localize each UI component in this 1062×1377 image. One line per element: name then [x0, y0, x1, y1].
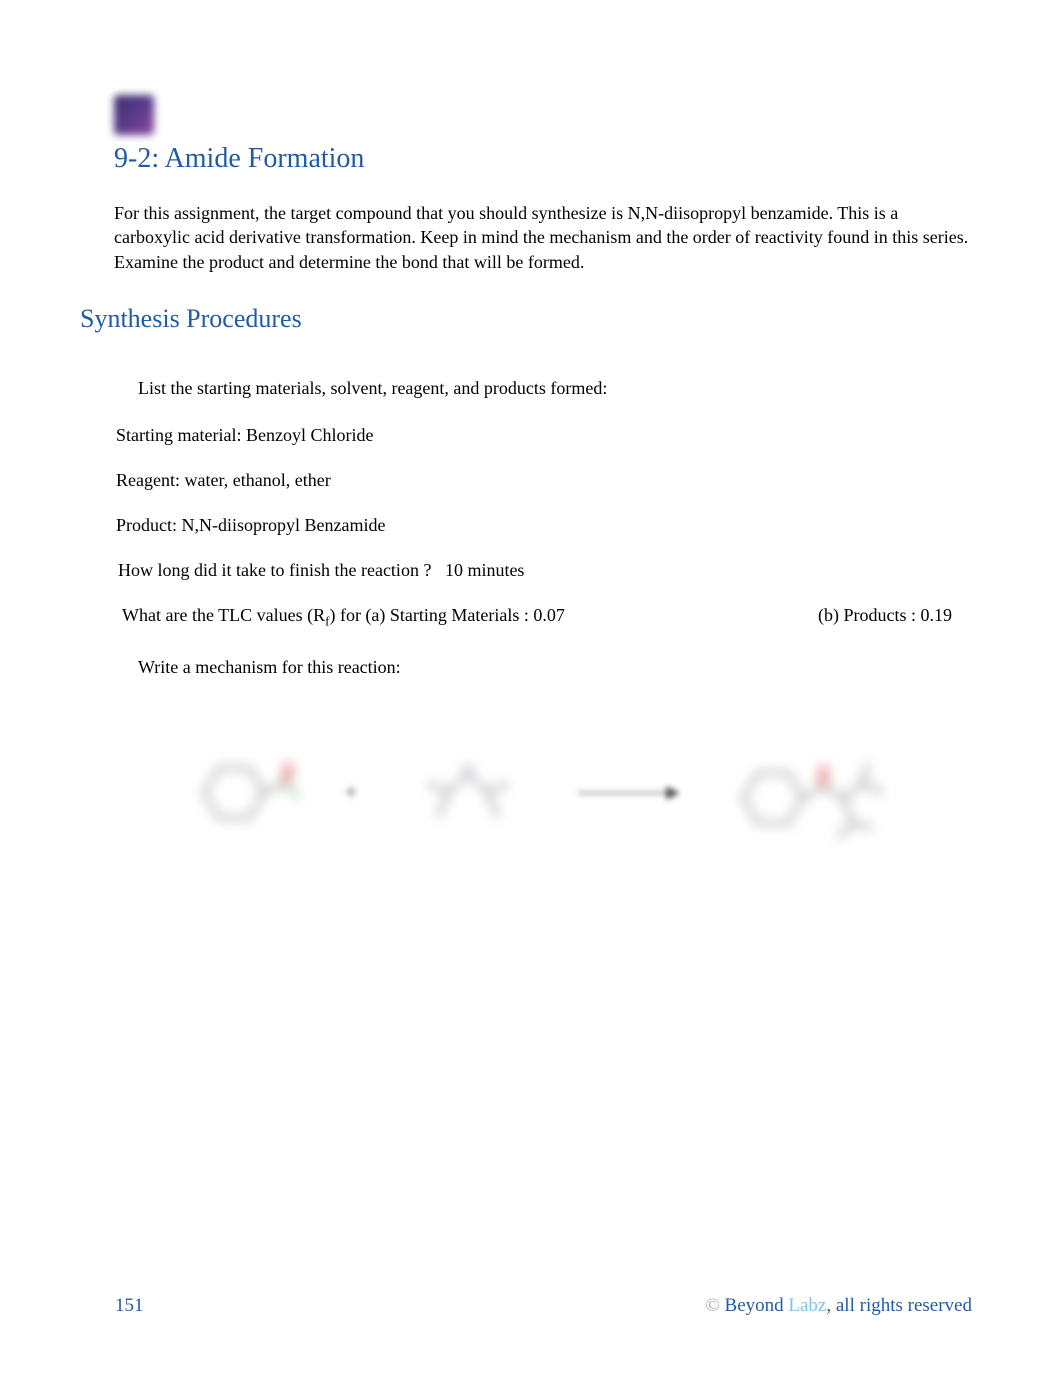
- mechanism-prompt: Write a mechanism for this reaction:: [138, 657, 982, 678]
- tlc-products: (b) Products : 0.19: [818, 605, 952, 630]
- reagent-line: Reagent: water, ethanol, ether: [116, 470, 982, 491]
- duration-question: How long did it take to finish the react…: [118, 560, 431, 580]
- starting-material-line: Starting material: Benzoyl Chloride: [116, 425, 982, 446]
- reagent-label: Reagent:: [116, 470, 180, 490]
- starting-material-label: Starting material:: [116, 425, 241, 445]
- page-title: 9-2: Amide Formation: [114, 143, 982, 175]
- diisopropylamine-structure: [398, 733, 538, 853]
- subsection-title: Synthesis Procedures: [80, 304, 982, 334]
- list-prompt: List the starting materials, solvent, re…: [138, 378, 982, 399]
- starting-material-value: Benzoyl Chloride: [246, 425, 373, 445]
- benzoyl-chloride-structure: [174, 733, 304, 853]
- tlc-starting: What are the TLC values (Rf) for (a) Sta…: [122, 605, 565, 630]
- page-number: 151: [115, 1295, 144, 1317]
- copyright-symbol: ©: [705, 1295, 719, 1316]
- reagent-value: water, ethanol, ether: [184, 470, 330, 490]
- reaction-arrow: [578, 792, 678, 794]
- product-line: Product: N,N-diisopropyl Benzamide: [116, 515, 982, 536]
- product-value: N,N-diisopropyl Benzamide: [182, 515, 386, 535]
- tlc-products-label: (b) Products :: [818, 605, 916, 625]
- rights-reserved: , all rights reserved: [826, 1295, 972, 1316]
- tlc-products-value: 0.19: [921, 605, 953, 625]
- duration-line: How long did it take to finish the react…: [118, 560, 982, 581]
- logo-block: [114, 95, 154, 135]
- page-footer: 151 © Beyond Labz, all rights reserved: [115, 1295, 972, 1317]
- tlc-line: What are the TLC values (Rf) for (a) Sta…: [122, 605, 982, 630]
- brand-beyond: Beyond: [725, 1295, 784, 1316]
- plus-symbol: +: [344, 780, 358, 807]
- copyright-text: © Beyond Labz, all rights reserved: [705, 1295, 972, 1317]
- tlc-suffix: ) for (a) Starting Materials :: [329, 605, 528, 625]
- intro-paragraph: For this assignment, the target compound…: [114, 201, 972, 274]
- benzamide-product-structure: [718, 728, 918, 858]
- product-label: Product:: [116, 515, 177, 535]
- duration-answer: 10 minutes: [445, 560, 525, 580]
- tlc-starting-value: 0.07: [533, 605, 565, 625]
- tlc-prefix: What are the TLC values (R: [122, 605, 325, 625]
- brand-labz: Labz: [788, 1295, 826, 1316]
- reaction-scheme: +: [110, 728, 982, 858]
